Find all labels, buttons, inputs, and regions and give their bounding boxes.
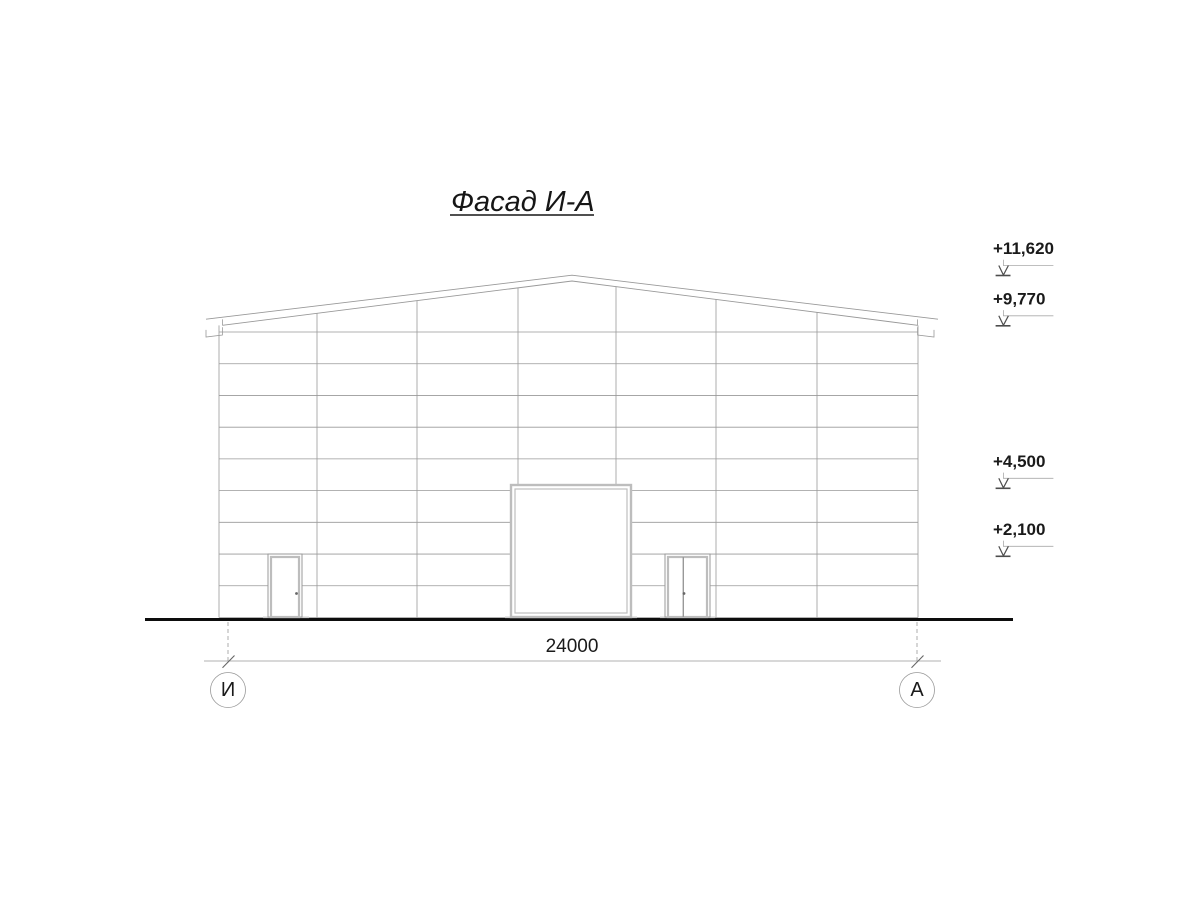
- svg-text:+9,770: +9,770: [993, 290, 1045, 309]
- svg-text:Фасад И-А: Фасад И-А: [451, 186, 595, 218]
- svg-text:И: И: [221, 679, 235, 701]
- svg-text:+2,100: +2,100: [993, 520, 1045, 539]
- svg-text:+11,620: +11,620: [993, 239, 1054, 258]
- svg-text:А: А: [910, 679, 924, 701]
- svg-text:+4,500: +4,500: [993, 452, 1045, 471]
- svg-text:24000: 24000: [546, 636, 599, 657]
